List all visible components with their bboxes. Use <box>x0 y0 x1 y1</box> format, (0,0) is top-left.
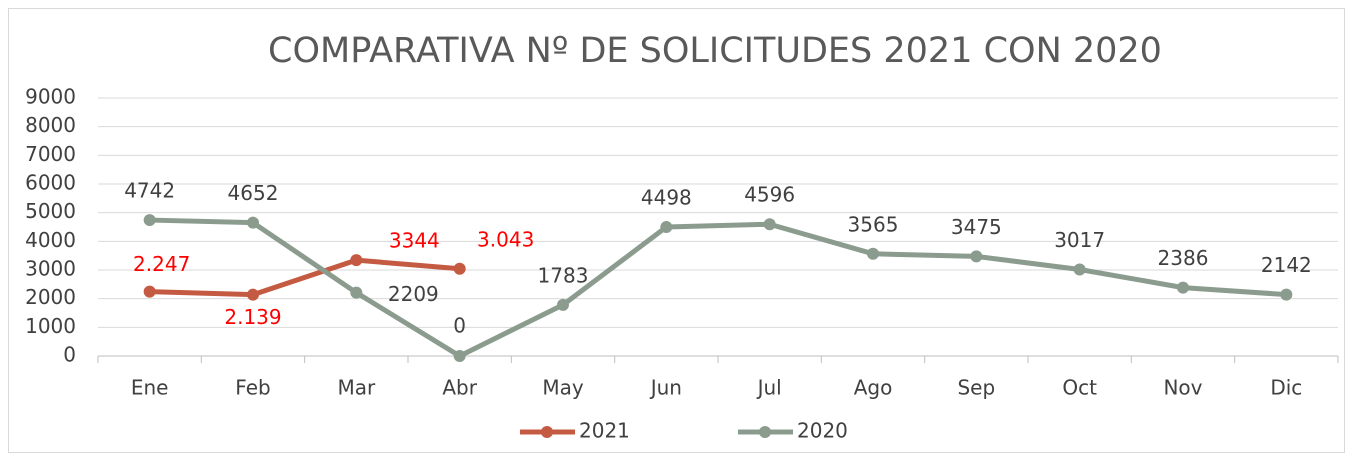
data-point <box>970 250 983 263</box>
x-tick-label: Ene <box>131 376 169 400</box>
data-label: 3017 <box>1054 228 1105 252</box>
data-point <box>143 214 156 227</box>
x-tick-label: Mar <box>337 376 376 400</box>
data-label: 4652 <box>228 181 279 205</box>
data-point <box>1073 263 1086 276</box>
data-label: 2209 <box>388 282 439 306</box>
data-label: 0 <box>453 314 466 338</box>
data-label: 3475 <box>951 215 1002 239</box>
data-label: 2386 <box>1158 246 1209 270</box>
x-tick-label: Abr <box>442 376 477 400</box>
y-tick-label: 9000 <box>25 85 76 109</box>
data-point <box>1280 288 1293 301</box>
y-tick-label: 5000 <box>25 199 76 223</box>
y-tick-label: 4000 <box>25 228 76 252</box>
y-tick-label: 1000 <box>25 314 76 338</box>
legend-label: 2021 <box>579 419 630 443</box>
x-tick-label: Ago <box>854 376 893 400</box>
data-point <box>763 218 776 231</box>
data-label: 2142 <box>1261 253 1312 277</box>
data-label: 4596 <box>744 183 795 207</box>
data-point <box>143 285 156 298</box>
y-tick-label: 2000 <box>25 285 76 309</box>
x-tick-label: Feb <box>235 376 270 400</box>
data-label: 2.139 <box>224 305 281 329</box>
x-tick-label: Sep <box>957 376 995 400</box>
legend-marker <box>759 426 771 438</box>
y-tick-label: 8000 <box>25 113 76 137</box>
y-tick-label: 3000 <box>25 257 76 281</box>
data-point <box>350 286 363 299</box>
data-point <box>247 288 259 301</box>
data-label: 4742 <box>124 179 175 203</box>
data-point <box>453 262 466 275</box>
data-point <box>1177 281 1189 294</box>
data-point <box>350 254 363 267</box>
series-line <box>149 217 1287 359</box>
data-point <box>660 221 673 234</box>
data-point <box>247 216 259 229</box>
data-label: 3.043 <box>477 227 534 251</box>
series-line <box>149 257 460 298</box>
data-label: 2.247 <box>133 252 190 276</box>
y-tick-label: 7000 <box>25 142 76 166</box>
y-tick-label: 0 <box>63 343 76 367</box>
data-point <box>453 350 466 362</box>
y-tick-label: 6000 <box>25 171 76 195</box>
x-tick-label: Oct <box>1062 376 1097 400</box>
data-point <box>867 247 879 260</box>
x-tick-label: Jun <box>649 376 682 400</box>
data-label: 4498 <box>641 186 692 210</box>
data-label: 3344 <box>389 229 440 253</box>
x-tick-label: Dic <box>1270 376 1302 400</box>
legend-marker <box>541 426 553 438</box>
legend-label: 2020 <box>797 419 848 443</box>
x-tick-label: Nov <box>1163 376 1202 400</box>
x-tick-label: May <box>542 376 584 400</box>
data-point <box>557 298 569 311</box>
x-tick-label: Jul <box>756 376 782 400</box>
chart-border <box>8 8 1345 453</box>
data-label: 1783 <box>538 263 589 287</box>
chart-title: COMPARATIVA Nº DE SOLICITUDES 2021 CON 2… <box>268 31 1162 71</box>
data-label: 3565 <box>848 212 899 236</box>
